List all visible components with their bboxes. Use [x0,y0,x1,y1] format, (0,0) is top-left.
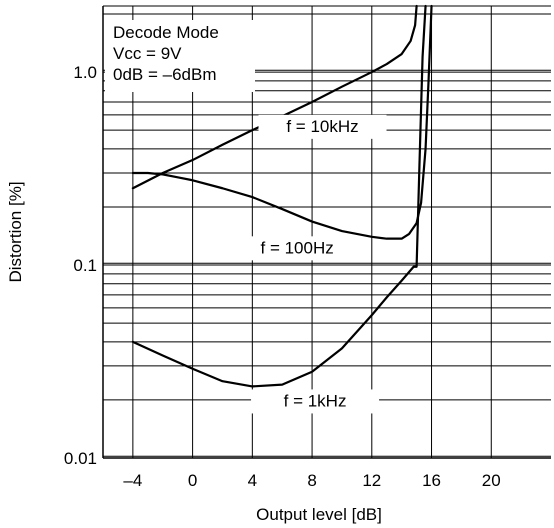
y-axis-title: Distortion [%] [6,181,25,282]
y-tick-label: 0.01 [64,449,97,468]
x-tick-label: 0 [188,471,197,490]
series-label-10khz: f = 10kHz [286,117,358,136]
x-tick-label: 8 [307,471,316,490]
x-tick-label: 20 [482,471,501,490]
y-tick-label: 0.1 [73,256,97,275]
x-axis-title: Output level [dB] [256,505,382,524]
x-tick-label: 12 [362,471,381,490]
note-voltage: Vcc = 9V [113,44,182,63]
note-mode: Decode Mode [113,23,219,42]
x-tick-label: 16 [422,471,441,490]
series-label-100hz: f = 100Hz [261,238,334,257]
series-line-1khz [131,4,427,388]
note-block: Decode Mode Vcc = 9V 0dB = –6dBm [105,20,255,92]
series-label-10khz-bg [258,114,387,139]
x-tick-label: –4 [123,471,142,490]
label-layer: f = 10kHz f = 100Hz f = 1kHz [233,114,387,414]
note-box [105,20,255,92]
y-tick-label: 1.0 [73,63,97,82]
grid-layer [103,6,551,459]
series-line-100hz [131,4,433,240]
x-tick-label: 4 [248,471,257,490]
series-label-1khz-bg [251,389,380,414]
axis-layer: –4 0 4 8 12 16 20 0.01 0.1 1.0 [64,5,551,490]
series-line-10khz [131,4,418,190]
note-reference: 0dB = –6dBm [113,65,217,84]
series-label-1khz: f = 1kHz [284,391,347,410]
series-layer [131,4,433,388]
series-label-100hz-bg [233,236,362,261]
